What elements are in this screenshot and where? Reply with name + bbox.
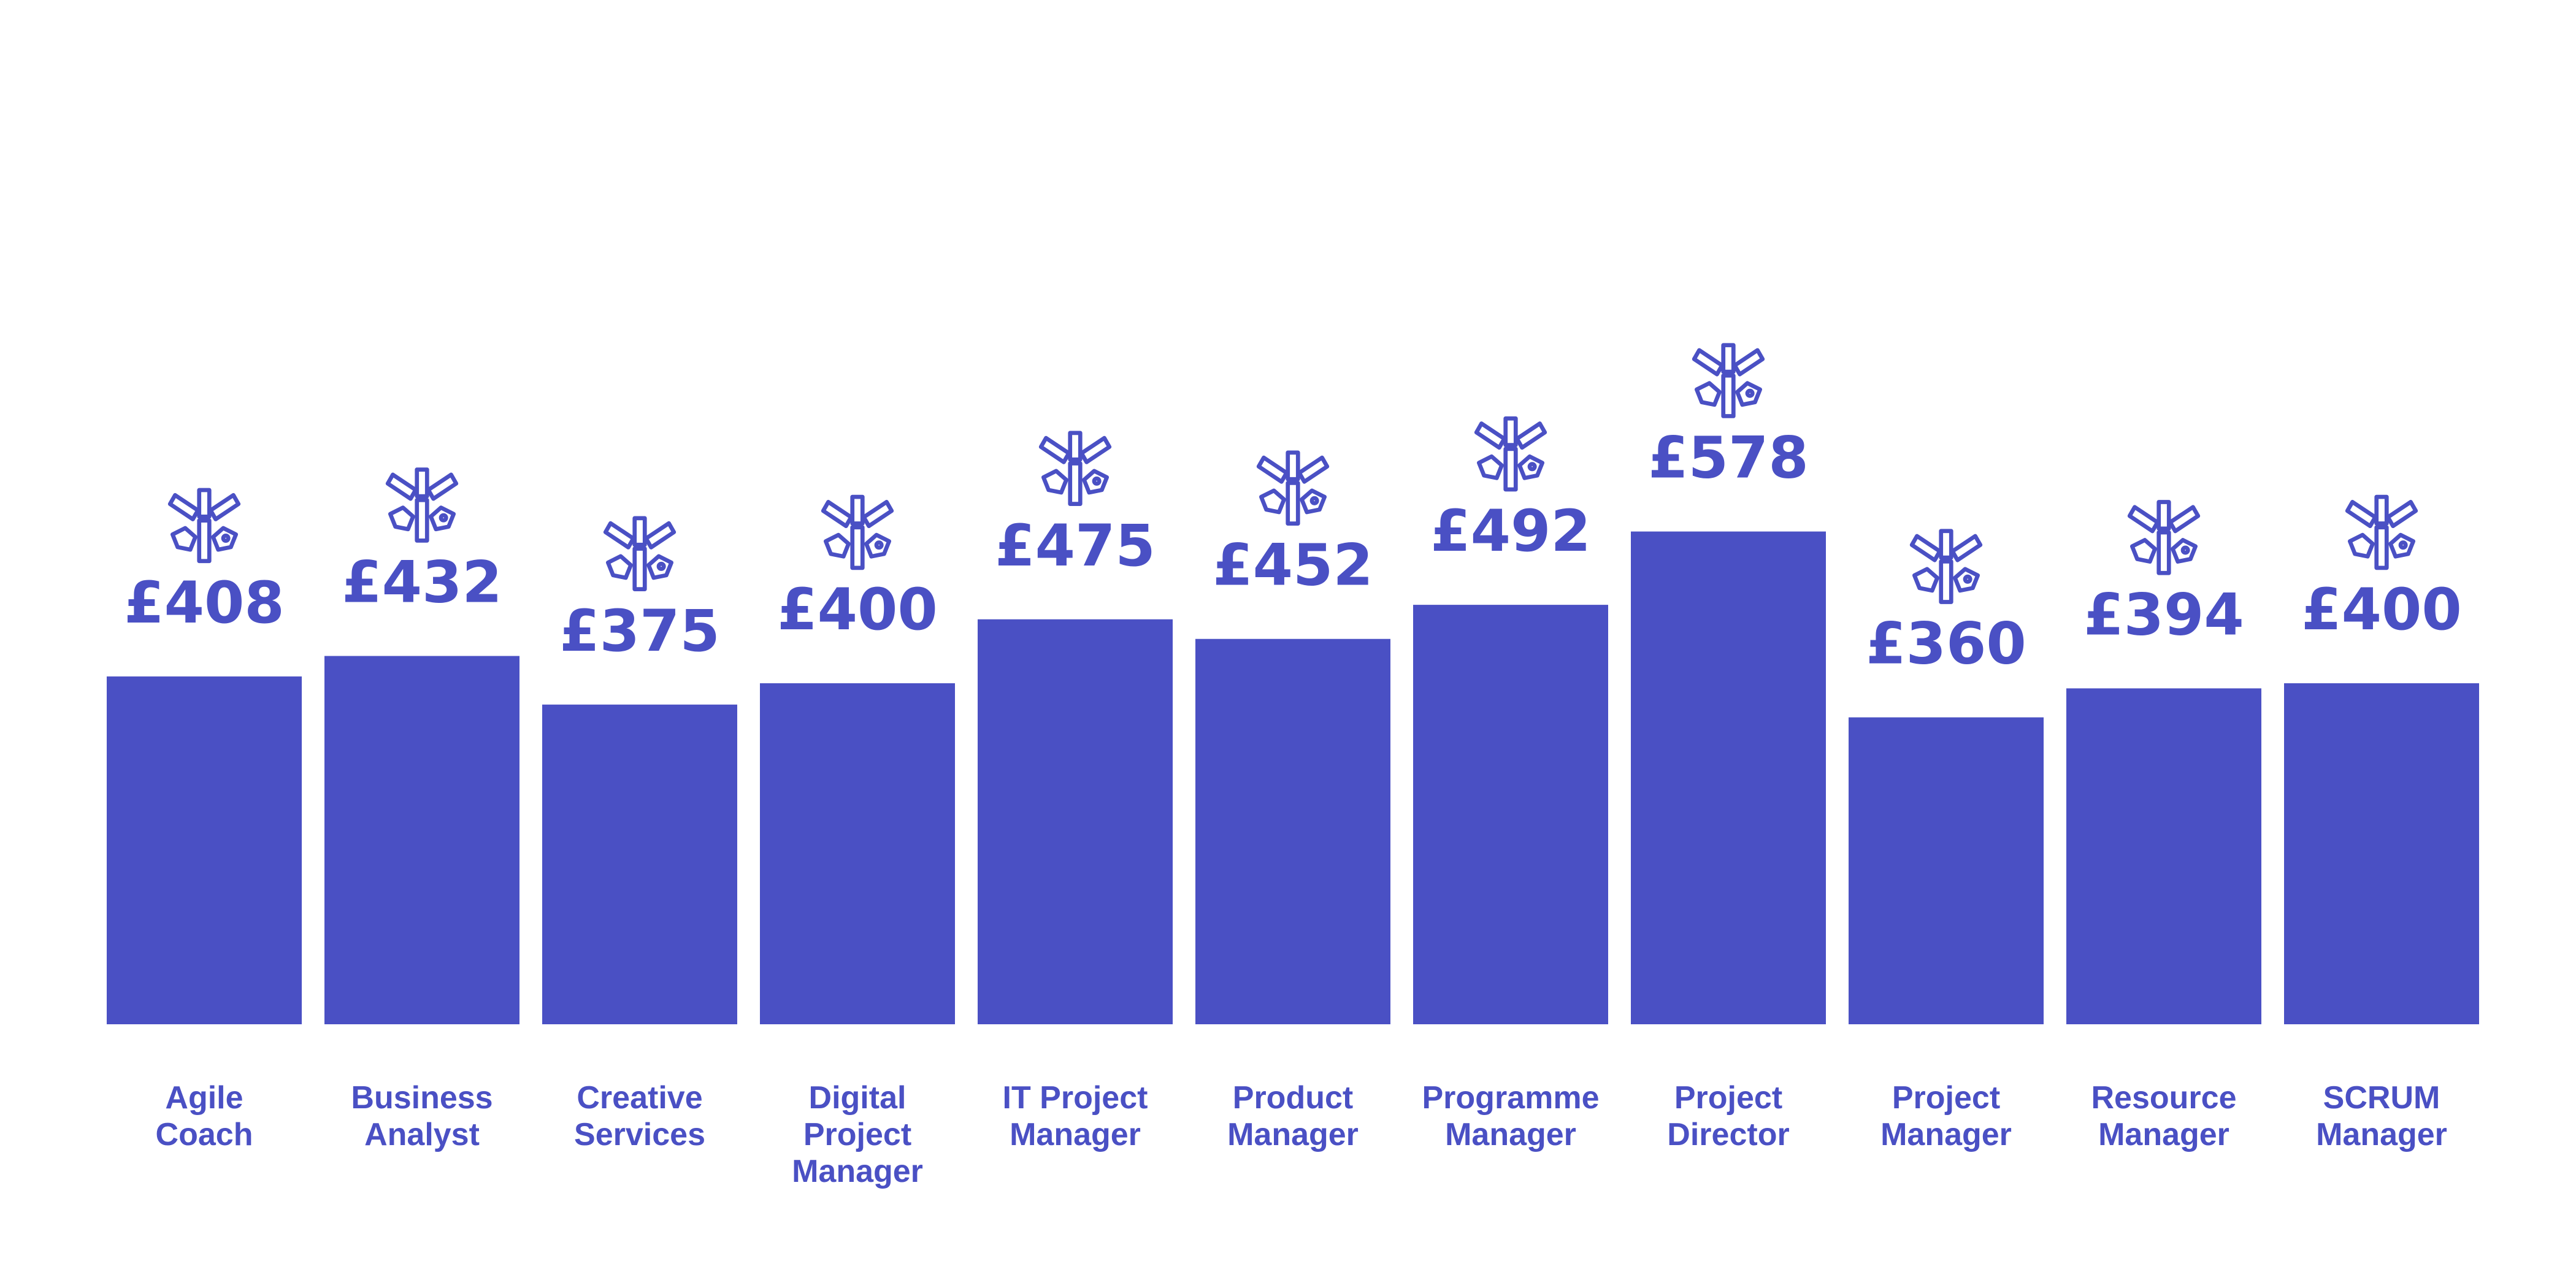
asterisk-tag-icon bbox=[1912, 531, 1980, 602]
bar-1 bbox=[324, 656, 519, 1024]
category-label-2: Creative Services bbox=[574, 1080, 705, 1152]
category-label-3: Digital Project Manager bbox=[792, 1080, 923, 1189]
asterisk-tag-icon bbox=[605, 518, 674, 589]
value-label-4: £475 bbox=[995, 513, 1156, 580]
value-label-8: £360 bbox=[1866, 611, 2026, 678]
bars-layer bbox=[107, 531, 2479, 1024]
bar-10 bbox=[2284, 683, 2479, 1024]
value-label-3: £400 bbox=[777, 577, 938, 643]
value-label-9: £394 bbox=[2083, 581, 2244, 648]
asterisk-tag-icon bbox=[1476, 418, 1545, 489]
value-label-10: £400 bbox=[2301, 577, 2462, 643]
bar-0 bbox=[107, 676, 302, 1024]
asterisk-tag-icon bbox=[1694, 345, 1763, 416]
labels-layer: £408 Agile Coach £432 Business Analyst £375 Cre… bbox=[124, 345, 2462, 1189]
bar-7 bbox=[1631, 531, 1826, 1024]
category-label-10: SCRUM Manager bbox=[2316, 1080, 2447, 1152]
asterisk-tag-icon bbox=[1259, 453, 1327, 524]
bar-3 bbox=[760, 683, 955, 1024]
asterisk-tag-icon bbox=[170, 490, 239, 561]
bar-9 bbox=[2066, 688, 2261, 1024]
value-label-6: £492 bbox=[1430, 498, 1591, 565]
value-label-5: £452 bbox=[1213, 532, 1373, 599]
value-label-0: £408 bbox=[124, 570, 285, 637]
bar-5 bbox=[1195, 638, 1390, 1024]
value-label-2: £375 bbox=[559, 598, 720, 665]
category-label-1: Business Analyst bbox=[351, 1080, 493, 1152]
category-label-9: Resource Manager bbox=[2091, 1080, 2237, 1152]
asterisk-tag-icon bbox=[2347, 497, 2416, 568]
asterisk-tag-icon bbox=[823, 497, 892, 568]
category-label-4: IT Project Manager bbox=[1003, 1080, 1148, 1152]
asterisk-tag-icon bbox=[388, 470, 456, 541]
bar-4 bbox=[978, 619, 1173, 1024]
bar-6 bbox=[1413, 605, 1608, 1024]
value-label-1: £432 bbox=[342, 550, 502, 616]
category-label-0: Agile Coach bbox=[156, 1080, 253, 1152]
asterisk-tag-icon bbox=[1041, 433, 1110, 504]
bar-8 bbox=[1849, 717, 2044, 1024]
category-label-6: Programme Manager bbox=[1422, 1080, 1600, 1152]
value-label-7: £578 bbox=[1648, 425, 1809, 492]
asterisk-tag-icon bbox=[2129, 502, 2198, 573]
category-label-5: Product Manager bbox=[1227, 1080, 1359, 1152]
category-label-7: Project Director bbox=[1667, 1080, 1789, 1152]
category-label-8: Project Manager bbox=[1880, 1080, 2012, 1152]
bar-2 bbox=[542, 704, 737, 1024]
